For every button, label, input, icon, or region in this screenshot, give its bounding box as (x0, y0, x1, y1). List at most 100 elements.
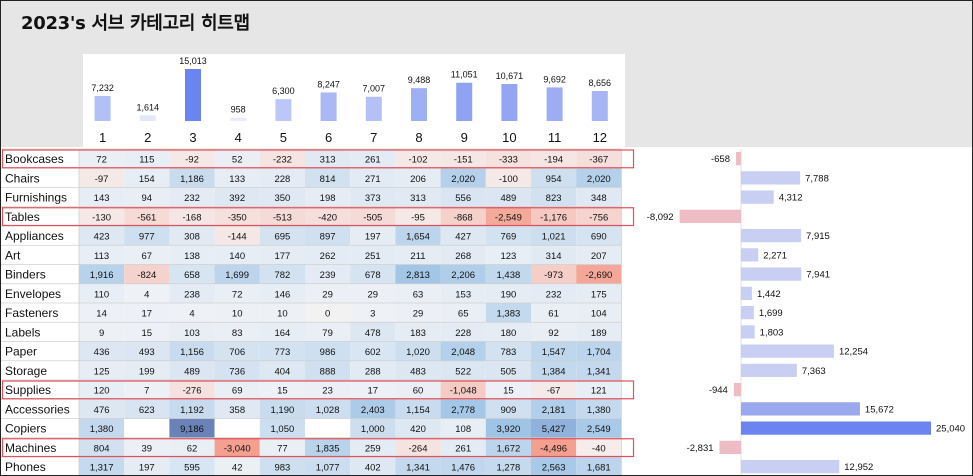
heatmap-cell-label: 1,154 (406, 405, 430, 416)
heatmap-cell (79, 360, 125, 380)
heatmap-cell-label: -420 (318, 212, 337, 223)
heatmap-cell (79, 437, 125, 457)
row-total-label: -2,831 (687, 443, 714, 454)
heatmap-cell-label: 17 (368, 386, 379, 397)
heatmap-cell-label: 232 (546, 289, 562, 300)
monthly-total-bar (546, 87, 563, 121)
heatmap-cell (576, 303, 622, 323)
heatmap-cell (531, 341, 577, 361)
heatmap-cell (350, 283, 396, 303)
month-tick-label: 12 (593, 130, 607, 145)
negative-row-highlight (1, 380, 635, 400)
monthly-total-panel (83, 54, 625, 147)
heatmap-cell-label: -333 (499, 155, 518, 166)
heatmap-cell-label: 228 (274, 174, 290, 185)
row-label-cell (1, 360, 79, 380)
row-total-bar (741, 267, 802, 281)
heatmap-cell (485, 341, 531, 361)
heatmap-cell-label: 783 (500, 347, 516, 358)
heatmap-cell (305, 380, 351, 400)
heatmap-cell (485, 360, 531, 380)
monthly-total-label: 9,488 (408, 75, 431, 85)
heatmap-cell (259, 360, 305, 380)
heatmap-cell (305, 187, 351, 207)
heatmap-cell (350, 360, 396, 380)
row-label-cell (1, 149, 79, 169)
heatmap-cell-label: 113 (94, 251, 109, 262)
heatmap-cell (395, 457, 441, 475)
heatmap-cell (169, 283, 215, 303)
row-label-cell (1, 322, 79, 342)
heatmap-cell (79, 341, 125, 361)
heatmap-cell (259, 149, 305, 169)
heatmap-cell (169, 341, 215, 361)
row-total-label: 12,254 (839, 347, 868, 358)
heatmap-cell (576, 437, 622, 457)
heatmap-cell (259, 418, 305, 438)
monthly-total-bar (365, 96, 382, 121)
heatmap-cell (440, 264, 486, 284)
row-label-cell (1, 303, 79, 323)
heatmap-cell-label: 164 (274, 328, 290, 339)
row-label-cell (1, 168, 79, 188)
monthly-total-bar (230, 117, 247, 121)
heatmap-cell-label: 120 (94, 386, 110, 397)
heatmap-cell-label: 556 (455, 193, 471, 204)
heatmap-cell-label: 3 (370, 309, 375, 320)
row-total-bar (741, 248, 759, 262)
heatmap-cell (485, 283, 531, 303)
heatmap-cell (531, 187, 577, 207)
heatmap-cell-label: 489 (184, 366, 200, 377)
month-tick-label: 9 (461, 130, 468, 145)
row-total-bar (719, 440, 741, 454)
heatmap-cell (214, 457, 260, 475)
heatmap-cell (169, 380, 215, 400)
heatmap-cell (531, 283, 577, 303)
heatmap-cell-label: 436 (94, 347, 110, 358)
heatmap-cell-label: 72 (96, 155, 107, 166)
heatmap-cell (485, 303, 531, 323)
heatmap-cell (576, 206, 622, 226)
row-label-cell (1, 341, 79, 361)
heatmap-cell (395, 226, 441, 246)
heatmap-cell (124, 380, 170, 400)
row-total-bar (741, 190, 774, 204)
heatmap-cell-label: 769 (500, 232, 516, 243)
heatmap-cell-label: 1,000 (361, 424, 385, 435)
row-category-label: Supplies (5, 383, 51, 397)
heatmap-cell-label: 2,813 (406, 270, 430, 281)
row-total-bar (741, 421, 931, 435)
heatmap-cell (79, 303, 125, 323)
heatmap-cell (440, 399, 486, 419)
heatmap-cell-label: 29 (413, 309, 424, 320)
monthly-total-label: 15,013 (179, 56, 207, 66)
heatmap-cell-label: 478 (365, 328, 381, 339)
heatmap-cell-label: 67 (142, 251, 153, 262)
monthly-total-label: 10,671 (496, 71, 524, 81)
heatmap-cell (350, 226, 396, 246)
heatmap-cell (169, 226, 215, 246)
heatmap-cell (169, 206, 215, 226)
heatmap-cell-label: 1,380 (90, 424, 114, 435)
heatmap-cell-label: 1,341 (406, 463, 430, 474)
heatmap-cell (259, 283, 305, 303)
row-total-bar (741, 306, 754, 320)
heatmap-cell-label: 1,077 (316, 463, 340, 474)
heatmap-cell-label: 4 (189, 309, 194, 320)
heatmap-cell (485, 418, 531, 438)
monthly-total-bar (456, 82, 473, 121)
heatmap-cell (79, 322, 125, 342)
heatmap-cell-label: -505 (363, 212, 382, 223)
heatmap-cell-label: 7 (144, 386, 149, 397)
heatmap-cell (395, 168, 441, 188)
heatmap-cell (440, 187, 486, 207)
heatmap-cell (305, 168, 351, 188)
month-tick-label: 8 (415, 130, 422, 145)
heatmap-cell (259, 380, 305, 400)
negative-row-highlight (1, 207, 635, 227)
heatmap-cell (169, 187, 215, 207)
row-category-label: Bookcases (5, 152, 64, 166)
heatmap-cell-label: 197 (365, 232, 381, 243)
heatmap-cell-label: 42 (232, 463, 243, 474)
